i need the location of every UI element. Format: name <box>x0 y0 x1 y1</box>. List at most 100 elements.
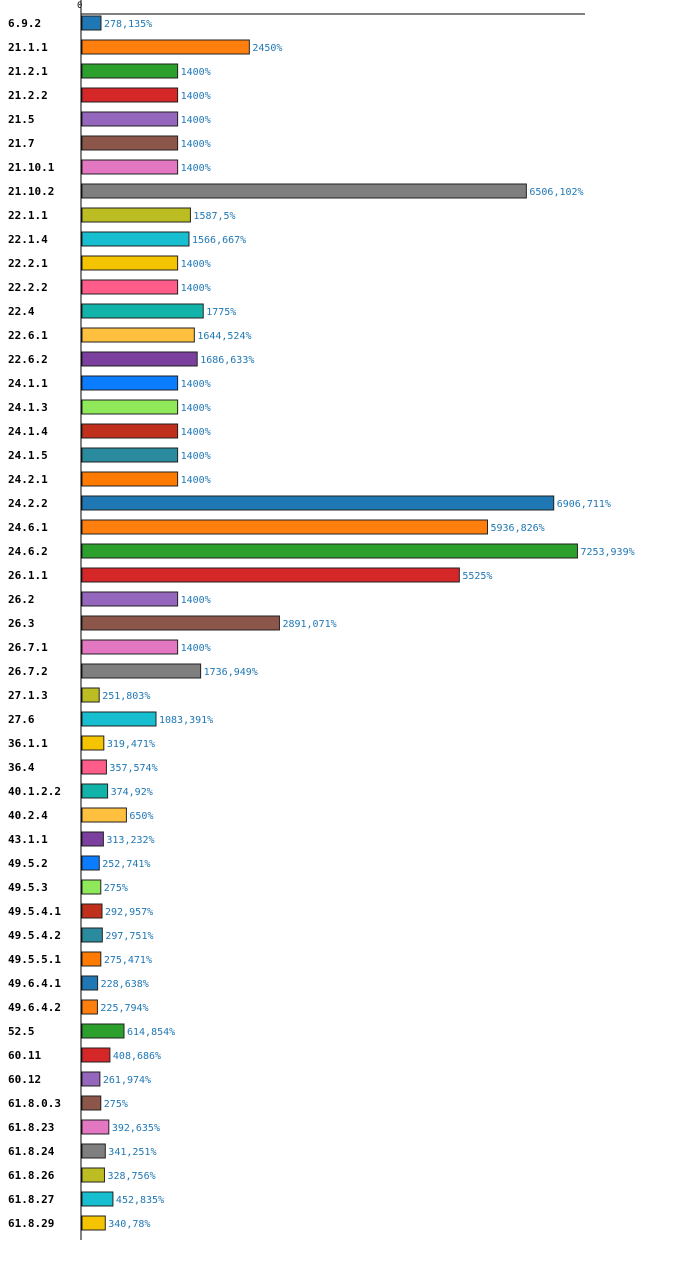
category-label: 61.8.26 <box>8 1169 55 1182</box>
bar-21.10.1 <box>81 159 179 175</box>
category-label: 27.6 <box>8 713 35 726</box>
category-label: 22.1.1 <box>8 209 48 222</box>
value-label: 2450% <box>252 43 282 54</box>
value-label: 251,803% <box>102 691 150 702</box>
value-label: 392,635% <box>112 1123 160 1134</box>
value-label: 1400% <box>181 379 211 390</box>
category-label: 24.6.1 <box>8 521 48 534</box>
bar-27.6 <box>81 711 157 727</box>
value-label: 1587,5% <box>193 211 235 222</box>
bar-24.1.1 <box>81 375 179 391</box>
bar-36.4 <box>81 759 107 775</box>
category-label: 49.5.3 <box>8 881 48 894</box>
bar-22.1.1 <box>81 207 191 223</box>
category-label: 22.6.1 <box>8 329 48 342</box>
value-label: 319,471% <box>107 739 155 750</box>
category-label: 22.1.4 <box>8 233 48 246</box>
value-label: 5936,826% <box>490 523 544 534</box>
bar-49.5.5.1 <box>81 951 102 967</box>
bar-24.1.5 <box>81 447 179 463</box>
category-label: 49.5.4.1 <box>8 905 61 918</box>
bar-26.3 <box>81 615 280 631</box>
value-label: 6506,102% <box>529 187 583 198</box>
value-label: 1400% <box>181 475 211 486</box>
bars-layer <box>81 15 578 1231</box>
category-label: 21.2.2 <box>8 89 48 102</box>
value-label: 275,471% <box>104 955 152 966</box>
value-label: 1566,667% <box>192 235 246 246</box>
category-label: 26.7.2 <box>8 665 48 678</box>
bar-21.5 <box>81 111 179 127</box>
bar-61.8.0.3 <box>81 1095 102 1111</box>
value-label: 374,92% <box>111 787 153 798</box>
category-label: 21.10.2 <box>8 185 54 198</box>
value-label: 1775% <box>206 307 236 318</box>
category-label: 36.4 <box>8 761 35 774</box>
bar-52.5 <box>81 1023 125 1039</box>
value-label: 452,835% <box>116 1195 164 1206</box>
value-label: 292,957% <box>105 907 153 918</box>
value-label: 614,854% <box>127 1027 175 1038</box>
value-label: 408,686% <box>113 1051 161 1062</box>
value-label: 1400% <box>181 115 211 126</box>
bar-22.6.1 <box>81 327 195 343</box>
value-label: 1644,524% <box>197 331 251 342</box>
category-label: 60.11 <box>8 1049 41 1062</box>
category-label: 24.2.2 <box>8 497 48 510</box>
bar-61.8.29 <box>81 1215 106 1231</box>
value-label: 1400% <box>181 163 211 174</box>
category-label: 49.5.5.1 <box>8 953 61 966</box>
category-label: 22.2.2 <box>8 281 48 294</box>
bar-26.7.1 <box>81 639 179 655</box>
value-label: 1400% <box>181 91 211 102</box>
category-labels: 6.9.2 21.1.1 21.2.1 21.2.2 21.5 21.7 21.10.1 21… <box>8 17 61 1230</box>
category-label: 24.1.5 <box>8 449 48 462</box>
value-label: 1400% <box>181 283 211 294</box>
bar-49.6.4.1 <box>81 975 99 991</box>
bar-49.6.4.2 <box>81 999 98 1015</box>
value-labels: 278,135% 2450% 1400% 1400% 1400% 1400% 1400% 65… <box>100 19 634 1230</box>
value-label: 1400% <box>181 67 211 78</box>
category-label: 49.6.4.1 <box>8 977 61 990</box>
bar-21.2.1 <box>81 63 179 79</box>
bar-61.8.23 <box>81 1119 110 1135</box>
value-label: 1686,633% <box>200 355 254 366</box>
bar-21.10.2 <box>81 183 527 199</box>
category-label: 49.5.4.2 <box>8 929 61 942</box>
bar-22.4 <box>81 303 204 319</box>
value-label: 1400% <box>181 595 211 606</box>
category-label: 36.1.1 <box>8 737 48 750</box>
value-label: 1400% <box>181 427 211 438</box>
category-label: 43.1.1 <box>8 833 48 846</box>
category-label: 40.1.2.2 <box>8 785 61 798</box>
category-label: 49.5.2 <box>8 857 48 870</box>
bar-60.11 <box>81 1047 111 1063</box>
bar-40.2.4 <box>81 807 127 823</box>
category-label: 61.8.24 <box>8 1145 55 1158</box>
bar-49.5.4.2 <box>81 927 103 943</box>
bar-61.8.24 <box>81 1143 106 1159</box>
value-label: 228,638% <box>101 979 149 990</box>
value-label: 357,574% <box>109 763 157 774</box>
bar-22.2.2 <box>81 279 179 295</box>
category-label: 26.1.1 <box>8 569 48 582</box>
category-label: 60.12 <box>8 1073 41 1086</box>
category-label: 21.10.1 <box>8 161 55 174</box>
value-label: 5525% <box>462 571 492 582</box>
value-label: 313,232% <box>106 835 154 846</box>
value-label: 275% <box>104 883 128 894</box>
value-label: 340,78% <box>108 1219 150 1230</box>
value-label: 1400% <box>181 259 211 270</box>
category-label: 26.2 <box>8 593 35 606</box>
value-label: 341,251% <box>108 1147 156 1158</box>
category-label: 24.1.4 <box>8 425 48 438</box>
value-label: 328,756% <box>107 1171 155 1182</box>
value-label: 1400% <box>181 643 211 654</box>
category-label: 24.1.1 <box>8 377 48 390</box>
category-label: 61.8.29 <box>8 1217 54 1230</box>
category-label: 22.4 <box>8 305 35 318</box>
bar-22.1.4 <box>81 231 190 247</box>
bar-24.1.4 <box>81 423 179 439</box>
bar-36.1.1 <box>81 735 105 751</box>
